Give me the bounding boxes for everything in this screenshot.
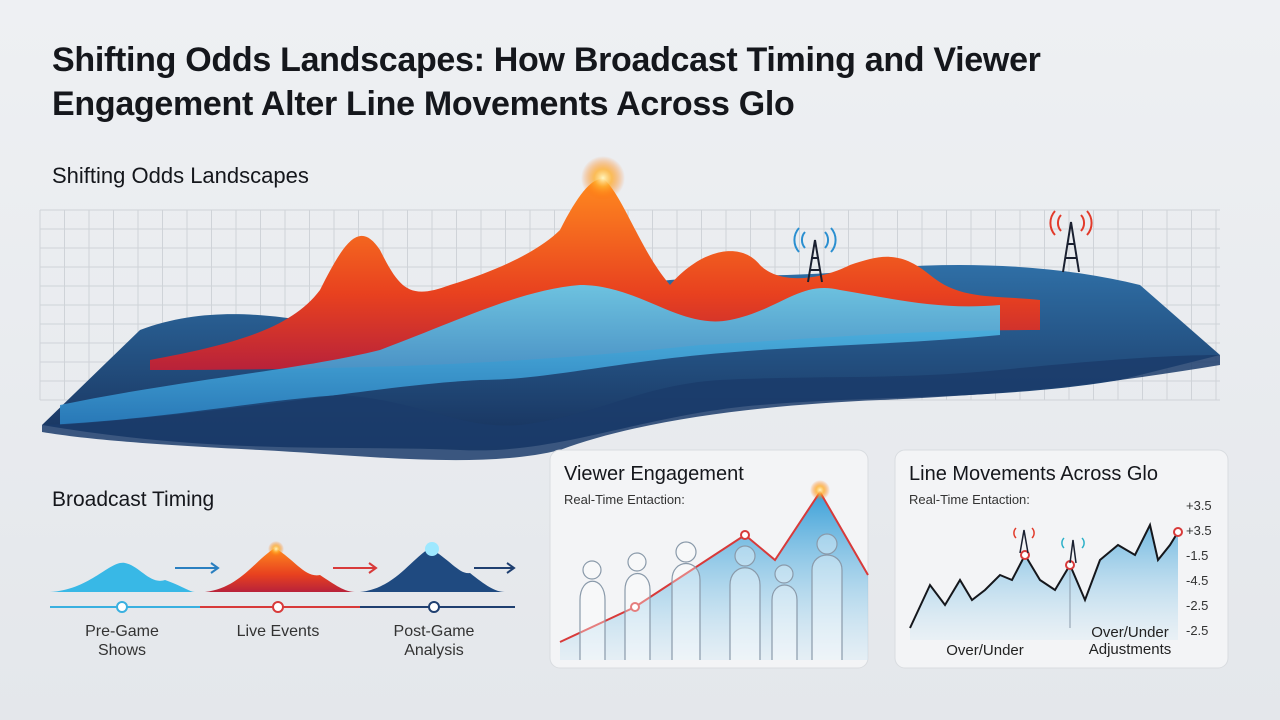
stage-label: Live Events [236,623,320,640]
arrow [175,562,516,574]
front-ridge [42,355,1220,461]
tower-part [807,239,823,283]
stage-node [428,601,440,613]
signal-waves-part [793,227,837,253]
hump [205,548,355,592]
tower-part [1062,221,1080,273]
panel-subtitle: Real-Time Entaction: [909,492,1030,507]
page-title: Shifting Odds Landscapes: How Broadcast … [52,41,1041,123]
point [630,602,640,612]
peak-glow [425,542,439,556]
odds-landscape [42,156,1220,461]
axis-label: -4.5 [1186,573,1209,588]
hump [50,562,195,592]
light-ribbon [60,285,1000,425]
viewer-figures-part [671,541,701,660]
signal-waves-part [1049,210,1093,236]
point [740,530,750,540]
section-label: Shifting Odds Landscapes [52,163,309,188]
viewer-figures-part [729,545,761,660]
bottom-label: Over/Under [946,642,1024,659]
peak-glow [581,156,625,200]
tower [1013,527,1085,564]
panel-title: Line Movements Across Glo [909,463,1158,485]
engagement-line [559,490,869,643]
viewer-figures-part [624,552,651,660]
bottom-label: Over/Under Adjustments [1088,624,1172,658]
hump [360,548,505,592]
engagement-area [560,492,868,660]
movement-area [910,525,1178,640]
point [1020,550,1030,560]
axis-label: -1.5 [1186,548,1209,563]
tower-part [1019,529,1077,564]
stage-label: Post-Game Analysis [393,623,475,659]
arrow-part [175,562,220,574]
viewer-panel [549,449,869,669]
section-label: Broadcast Timing [52,488,215,511]
axis-label: +3.5 [1186,498,1212,513]
axis-label: +3.5 [1186,523,1212,538]
peak-glow [810,480,830,500]
viewer-figures-part [579,560,606,660]
arrow-part [333,562,378,574]
stage-node [272,601,284,613]
tower [807,221,1080,283]
viewer-figures [579,533,843,660]
stage-node [116,601,128,613]
tower-part [1061,537,1085,549]
axis-label: -2.5 [1186,623,1209,638]
point [1173,527,1183,537]
broadcast-timeline [50,541,516,613]
tower-part [1013,527,1035,539]
panel-subtitle: Real-Time Entaction: [564,492,685,507]
signal-waves [793,210,1093,253]
peak-glow [268,541,284,557]
panel-title: Viewer Engagement [564,463,744,485]
stage-label: Pre-Game Shows [85,623,159,659]
viewer-figures-part [811,533,843,660]
arrow-part [474,562,516,574]
line-panel [894,449,1229,669]
movement-line [909,522,1179,629]
axis-label: -2.5 [1186,598,1209,613]
viewer-figures-part [771,564,798,660]
